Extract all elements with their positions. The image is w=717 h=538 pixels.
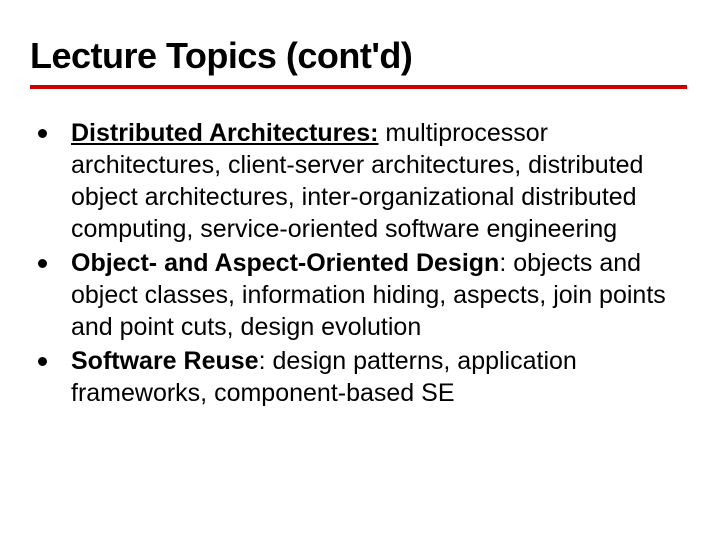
- bullet-term: Object- and Aspect-Oriented Design: [71, 249, 499, 277]
- bullet-icon: [38, 357, 47, 366]
- slide-title: Lecture Topics (cont'd): [30, 35, 687, 77]
- bullet-text: Distributed Architectures: multiprocesso…: [71, 117, 687, 245]
- bullet-term: Software Reuse: [71, 347, 259, 375]
- list-item: Object- and Aspect-Oriented Design: obje…: [38, 247, 687, 343]
- bullet-list: Distributed Architectures: multiprocesso…: [30, 117, 687, 409]
- bullet-term: Distributed Architectures:: [71, 119, 378, 147]
- title-underline: [30, 85, 687, 89]
- bullet-icon: [38, 259, 47, 268]
- bullet-text: Software Reuse: design patterns, applica…: [71, 345, 687, 409]
- bullet-icon: [38, 129, 47, 138]
- list-item: Distributed Architectures: multiprocesso…: [38, 117, 687, 245]
- bullet-text: Object- and Aspect-Oriented Design: obje…: [71, 247, 687, 343]
- list-item: Software Reuse: design patterns, applica…: [38, 345, 687, 409]
